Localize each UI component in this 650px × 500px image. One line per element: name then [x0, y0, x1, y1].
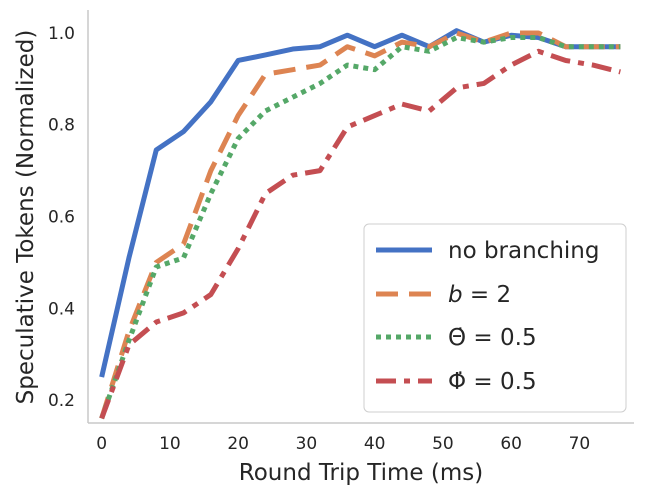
legend-label-1: b = 2 — [448, 282, 511, 308]
y-tick-label: 0.8 — [48, 116, 75, 136]
y-axis-label: Speculative Tokens (Normalized) — [13, 30, 39, 405]
x-tick-label: 30 — [296, 434, 318, 454]
series-line-1 — [99, 30, 621, 420]
legend-label-3: Φ̇ = 0.5 — [448, 369, 537, 395]
legend-label-part: Φ̇ = 0.5 — [448, 369, 537, 395]
series-lines — [99, 28, 621, 420]
y-tick-labels: 0.2 0.4 0.6 0.8 1.0 — [48, 24, 75, 411]
series-line-2 — [99, 35, 621, 420]
x-tick-labels: 0 10 20 30 40 50 60 70 — [96, 434, 590, 454]
x-tick-label: 20 — [227, 434, 249, 454]
legend-label-0: no branching — [448, 238, 599, 264]
y-tick-label: 1.0 — [48, 24, 75, 44]
axes — [87, 10, 634, 424]
x-tick-label: 40 — [364, 434, 386, 454]
x-tick-label: 60 — [500, 434, 522, 454]
y-tick-label: 0.4 — [48, 299, 75, 319]
y-tick-label: 0.6 — [48, 208, 75, 228]
legend-label-2: Θ̇ = 0.5 — [448, 325, 537, 351]
legend-label-part: b — [448, 282, 463, 308]
x-tick-label: 10 — [159, 434, 181, 454]
x-tick-label: 50 — [432, 434, 454, 454]
y-tick-label: 0.2 — [48, 391, 75, 411]
legend: no branching b = 2 Θ̇ = 0.5 Φ̇ = 0.5 — [363, 223, 627, 413]
x-tick-label: 0 — [96, 434, 107, 454]
legend-label-part: = 2 — [463, 282, 512, 308]
legend-box — [363, 223, 627, 413]
legend-label-part: Θ̇ = 0.5 — [448, 325, 537, 351]
x-tick-label: 70 — [569, 434, 591, 454]
x-axis-label: Round Trip Time (ms) — [239, 460, 483, 486]
legend-label-part: no branching — [448, 238, 599, 264]
